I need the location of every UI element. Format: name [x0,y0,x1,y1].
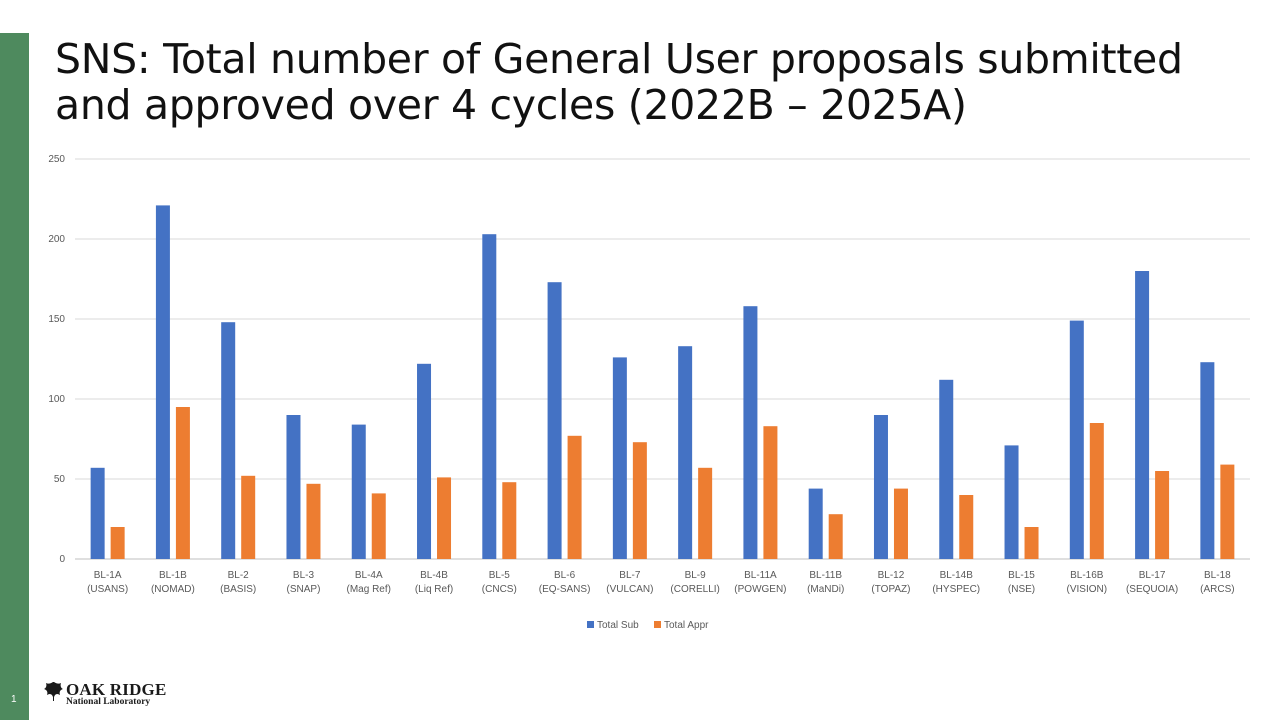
bar-total-appr-17 [1220,464,1235,559]
bar-total-sub-13 [939,379,954,559]
bar-total-appr-11 [828,514,843,559]
bar-total-appr-10 [763,426,778,559]
x-tick-label-13-1: (HYSPEC) [932,584,980,595]
x-tick-label-6-0: BL-5 [489,570,511,581]
logo-text-national-laboratory: National Laboratory [66,697,151,707]
x-tick-label-4-0: BL-4A [355,570,383,581]
bar-total-appr-9 [698,467,713,559]
leaf-icon [44,682,63,701]
bar-total-sub-5 [417,363,432,559]
bar-total-appr-13 [959,495,974,559]
bar-total-sub-7 [547,282,562,559]
x-tick-label-16-0: BL-17 [1139,570,1166,581]
legend-swatch-1 [654,621,661,628]
x-tick-label-16-1: (SEQUOIA) [1126,584,1178,595]
x-tick-label-14-0: BL-15 [1008,570,1035,581]
bar-total-appr-3 [306,483,321,559]
y-tick-label-0: 0 [59,554,65,565]
title-line-1: SNS: Total number of General User propos… [55,35,1183,83]
bar-total-sub-8 [612,357,627,559]
y-tick-label-200: 200 [48,234,65,245]
bar-total-appr-5 [437,477,452,559]
x-tick-label-2-1: (BASIS) [220,584,256,595]
x-tick-label-0-1: (USANS) [87,584,128,595]
legend-label-1: Total Appr [664,620,709,631]
x-tick-label-8-1: (VULCAN) [606,584,653,595]
oak-ridge-logo: OAK RIDGE National Laboratory [42,680,172,712]
bar-total-sub-3 [286,415,301,559]
x-tick-label-9-0: BL-9 [685,570,707,581]
bar-total-sub-4 [351,424,366,559]
x-tick-label-8-0: BL-7 [619,570,641,581]
x-tick-label-7-1: (EQ-SANS) [539,584,591,595]
bar-total-sub-6 [482,234,497,559]
bar-total-appr-14 [1024,527,1039,559]
x-tick-label-10-0: BL-11A [744,570,777,581]
x-tick-label-17-1: (ARCS) [1200,584,1234,595]
legend-swatch-0 [587,621,594,628]
bar-total-appr-0 [110,527,125,559]
x-tick-label-9-1: (CORELLI) [670,584,719,595]
bar-total-sub-1 [155,205,170,559]
bar-total-sub-15 [1069,320,1084,559]
logo-text-oak-ridge: OAK RIDGE [66,680,167,699]
bar-total-sub-17 [1200,362,1215,559]
bar-total-appr-8 [632,442,647,559]
slide-number: 1 [11,694,17,705]
x-tick-label-5-0: BL-4B [420,570,448,581]
y-tick-label-100: 100 [48,394,65,405]
bar-total-sub-16 [1135,271,1150,559]
legend-label-0: Total Sub [597,620,639,631]
bar-total-sub-0 [90,467,105,559]
bar-total-sub-11 [808,488,823,559]
x-tick-label-11-0: BL-11B [809,570,842,581]
x-tick-label-13-0: BL-14B [940,570,974,581]
x-tick-label-2-0: BL-2 [228,570,250,581]
bar-total-appr-2 [241,475,256,559]
bar-total-appr-16 [1155,471,1170,559]
x-tick-label-12-1: (TOPAZ) [871,584,910,595]
bar-total-appr-12 [893,488,908,559]
x-tick-label-15-1: (VISION) [1067,584,1108,595]
y-tick-label-50: 50 [54,474,66,485]
bar-total-appr-7 [567,435,582,559]
y-tick-label-250: 250 [48,154,65,165]
slide-title: SNS: Total number of General User propos… [55,36,1255,128]
x-tick-label-10-1: (POWGEN) [734,584,786,595]
x-tick-label-14-1: (NSE) [1008,584,1035,595]
bar-total-sub-14 [1004,445,1019,559]
bar-total-appr-1 [175,407,190,559]
bar-total-sub-10 [743,306,758,559]
bar-total-appr-4 [371,493,386,559]
x-tick-label-17-0: BL-18 [1204,570,1231,581]
x-tick-label-7-0: BL-6 [554,570,576,581]
x-tick-label-3-0: BL-3 [293,570,315,581]
x-tick-label-15-0: BL-16B [1070,570,1104,581]
x-tick-label-1-0: BL-1B [159,570,187,581]
x-tick-label-1-1: (NOMAD) [151,584,195,595]
x-tick-label-0-0: BL-1A [94,570,122,581]
sidebar-accent-bar [0,33,29,720]
bar-total-sub-2 [221,322,236,559]
x-tick-label-3-1: (SNAP) [287,584,321,595]
bar-total-appr-6 [502,482,517,559]
bar-total-appr-15 [1089,423,1104,559]
bar-total-sub-9 [678,346,693,559]
x-tick-label-6-1: (CNCS) [482,584,517,595]
y-tick-label-150: 150 [48,314,65,325]
x-tick-label-12-0: BL-12 [878,570,905,581]
bar-total-sub-12 [873,415,888,559]
x-tick-label-4-1: (Mag Ref) [347,584,391,595]
x-tick-label-5-1: (Liq Ref) [415,584,453,595]
title-line-2: and approved over 4 cycles (2022B – 2025… [55,81,967,129]
x-tick-label-11-1: (MaNDi) [807,584,844,595]
